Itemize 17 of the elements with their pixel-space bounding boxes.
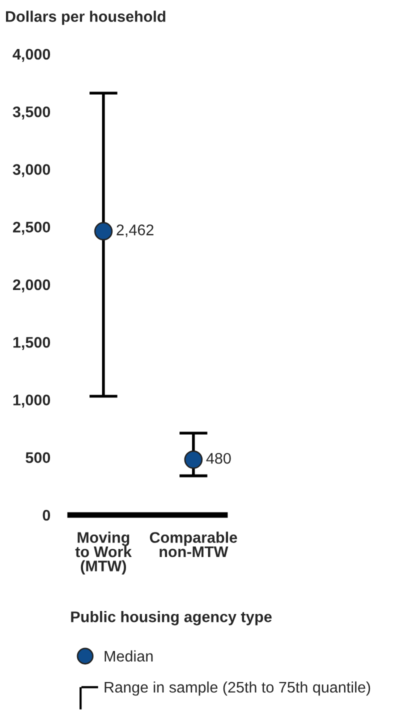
data-label: 2,462 bbox=[116, 224, 154, 238]
data-label: 480 bbox=[206, 452, 231, 464]
y-tick-label: 2,500 bbox=[12, 222, 50, 235]
y-tick-label: 0 bbox=[42, 510, 50, 521]
y-tick-label: 500 bbox=[26, 452, 50, 464]
x-tick-label: Comparable non-MTW bbox=[150, 532, 238, 558]
x-axis-title: Public housing agency type bbox=[71, 611, 272, 626]
y-tick-label: 3,000 bbox=[12, 164, 50, 178]
legend-label: Median bbox=[104, 650, 153, 662]
x-tick-label: Moving to Work (MTW) bbox=[75, 532, 132, 574]
y-tick-label: 2,000 bbox=[12, 279, 50, 292]
y-tick-label: 1,500 bbox=[13, 336, 50, 350]
text: Range in sample (25th to 75th quantile) bbox=[104, 681, 370, 696]
y-tick-label: 3,500 bbox=[12, 106, 50, 120]
y-axis-title: Dollars per household bbox=[6, 10, 166, 25]
y-tick-label: 1,000 bbox=[13, 394, 50, 408]
y-tick-label: 4,000 bbox=[12, 48, 50, 62]
